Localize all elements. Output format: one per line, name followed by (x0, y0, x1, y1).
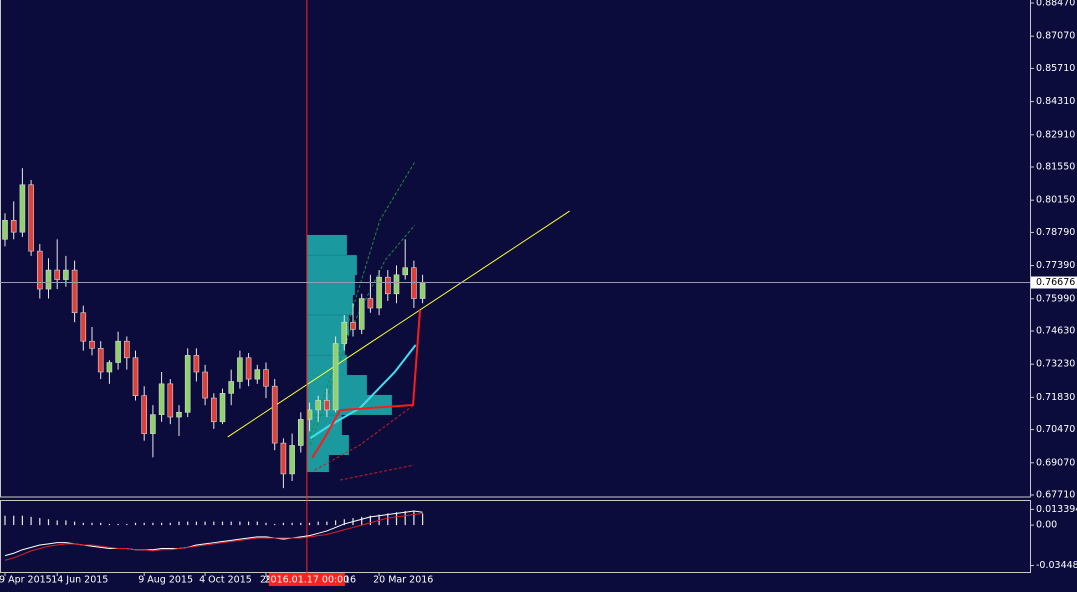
candle-body (332, 343, 339, 411)
candle-body (289, 445, 295, 475)
volume-profile-bar (306, 452, 329, 473)
candle-body (89, 340, 95, 349)
candle-body (211, 397, 217, 423)
candle-body (219, 393, 226, 423)
candle-body (115, 340, 121, 363)
macd-signal-line (4, 512, 423, 561)
candle-body (150, 414, 156, 434)
candle-body (176, 411, 182, 418)
candle-body (306, 409, 313, 420)
cursor-label: 2016.01.17 00:00 (264, 575, 349, 586)
candle-body (271, 385, 278, 444)
candle-body (315, 400, 322, 411)
candle-body (184, 355, 191, 413)
candle-body (97, 348, 104, 373)
candle-body (80, 312, 87, 342)
candle-body (141, 395, 147, 434)
candle-body (124, 340, 130, 359)
x-tick-label: 9 Apr 2015 (0, 575, 52, 586)
candle-body (402, 267, 409, 276)
candle-body (411, 267, 417, 299)
y-tick-label: 0.77390 (1036, 260, 1075, 271)
volume-profile-bar (306, 315, 349, 336)
candle-body (324, 400, 330, 411)
candle-body (350, 321, 356, 330)
x-tick-label: 9 Aug 2015 (138, 575, 193, 586)
y-tick-label: 0.78790 (1036, 227, 1075, 238)
y-tick-label: 0.69070 (1036, 457, 1075, 468)
candle-body (106, 362, 113, 373)
volume-profile-bar (306, 234, 347, 255)
volume-profile-bar (306, 255, 357, 276)
x-tick-label: 20 Mar 2016 (373, 575, 433, 586)
y-tick-label: 0.82910 (1036, 129, 1075, 140)
candle-body (158, 383, 165, 415)
y-tick-label: 0.73230 (1036, 359, 1075, 370)
y-tick-label: 0.70470 (1036, 424, 1075, 435)
candle-body (2, 220, 8, 240)
macd-y-tick-label: 0.013394 (1036, 504, 1077, 515)
macd-y-tick-label: 0.00 (1036, 520, 1057, 531)
candle-body (28, 184, 34, 252)
candle-body (19, 184, 26, 233)
candle-body (393, 274, 400, 295)
y-tick-label: 0.81550 (1036, 162, 1075, 173)
candle-body (358, 298, 365, 330)
candle-body (167, 383, 174, 418)
y-tick-label: 0.80150 (1036, 195, 1075, 206)
candle-body (280, 442, 287, 475)
y-tick-label: 0.88470 (1036, 0, 1075, 9)
candle-body (132, 357, 139, 396)
macd-y-tick-label: -0.034482 (1036, 560, 1077, 571)
y-tick-label: 0.74630 (1036, 326, 1075, 337)
candle-body (10, 220, 17, 233)
x-tick-label: 4 Oct 2015 (199, 575, 252, 586)
volume-profile-bar (306, 294, 353, 315)
main-plot (2, 161, 570, 489)
cursor-label-box (268, 573, 345, 586)
candle-body (36, 250, 43, 290)
y-tick-label: 0.71830 (1036, 392, 1075, 403)
macd-panel-frame (0, 500, 1031, 573)
candle-body (254, 369, 261, 380)
candle-body (263, 369, 269, 387)
candle-body (63, 269, 69, 280)
candle-body (341, 321, 348, 344)
y-tick-label: 0.75990 (1036, 293, 1075, 304)
last-price-label: 0.76676 (1036, 277, 1075, 288)
candle-body (419, 282, 426, 299)
y-tick-label: 0.84310 (1036, 96, 1075, 107)
y-tick-label: 0.67710 (1036, 490, 1075, 501)
y-tick-label: 0.85710 (1036, 63, 1075, 74)
band (339, 464, 414, 481)
candle-body (376, 276, 382, 309)
candle-body (367, 298, 374, 309)
candle-body (45, 269, 52, 290)
band (309, 161, 416, 436)
candle-body (384, 276, 391, 295)
step-line (311, 310, 421, 459)
last-price-box (1031, 276, 1077, 289)
candle-body (228, 381, 234, 394)
y-tick-label: 0.87070 (1036, 31, 1075, 42)
candle-body (245, 357, 252, 380)
trendline (227, 210, 570, 438)
band (309, 224, 416, 446)
candle-body (202, 371, 208, 399)
main-panel-frame (0, 0, 1031, 498)
x-tick-label: 14 Jun 2015 (51, 575, 108, 586)
candle-body (71, 269, 78, 314)
candle-body (237, 357, 243, 382)
candle-body (297, 419, 304, 446)
candle-body (54, 269, 61, 280)
band (314, 404, 415, 471)
volume-profile-bar (306, 275, 355, 296)
candle-body (193, 355, 200, 373)
